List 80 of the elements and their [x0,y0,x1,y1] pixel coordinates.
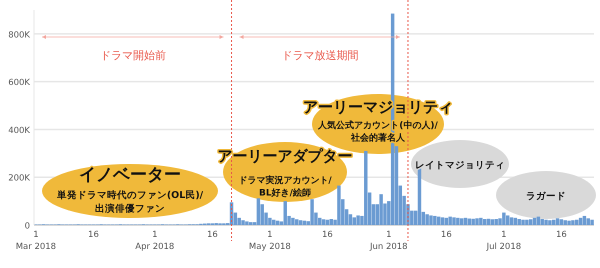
bar [552,220,556,225]
x-tick-label: 1 Jun 2018 [368,230,408,252]
y-tick-label: 400K [8,126,30,136]
bar [571,220,575,225]
bar [586,218,590,225]
bar [291,218,295,225]
bar [521,220,525,225]
y-tick-label: 200K [8,174,30,184]
x-tick-label: 16 [322,230,333,240]
bar [379,194,383,225]
bar [425,214,429,225]
x-tick-label: 16 [556,230,567,240]
bar [456,218,460,225]
bar [326,220,330,225]
bar [582,216,586,225]
bar [276,220,280,225]
bar [578,218,582,225]
bar [590,220,594,225]
bar [356,215,360,225]
bar [444,218,448,225]
bar [506,215,510,225]
bar [272,220,276,225]
bar [532,218,536,225]
bar [322,219,326,225]
y-tick-label: 0 [24,222,30,232]
y-tick-label: 800K [8,30,30,40]
bar [245,221,249,225]
bar [479,218,483,225]
bar [494,219,498,225]
bar [536,216,540,225]
x-tick-label: 1 May 2018 [248,230,291,252]
bar [525,220,529,225]
x-tick-label: 1 Apr 2018 [135,230,174,252]
x-tick-label: 16 [88,230,99,240]
bar [298,220,302,225]
annotation: レイトマジョリティ [415,160,505,171]
bar [468,218,472,225]
bar [310,199,314,225]
bar [352,217,356,225]
bar [241,220,245,225]
bar [364,150,368,225]
bar [482,219,486,225]
annotation: ドラマ開始前 [100,49,166,62]
x-tick-label: 1 Mar 2018 [16,230,56,252]
bar [330,219,333,225]
annotation: イノベーター [79,165,181,185]
bar [548,220,552,225]
bar [564,220,567,225]
bar [256,198,260,225]
y-tick-label: 600K [8,78,30,88]
bar [544,220,548,225]
bar [337,186,341,225]
bar [517,219,521,225]
bar [248,222,252,225]
bar [284,201,287,225]
bar [575,220,578,225]
bar [514,218,518,225]
bar [448,216,452,225]
bar [471,218,475,225]
bar [510,217,514,225]
annotation: ラガード [526,191,566,202]
x-tick-label: 1 Jul 2018 [486,230,522,252]
bar [560,219,564,225]
bar [436,216,440,225]
x-tick-label: 16 [440,230,452,240]
annotation: アーリーアダプター [218,147,352,165]
annotation: 単発ドラマ時代のファン(OL民)/ 出演俳優ファン [56,189,204,214]
bar [460,218,464,225]
bar [295,219,298,225]
bar [556,218,560,225]
bar [433,216,437,225]
bar [567,220,571,225]
annotation: ドラマ実況アカウント/ BL好き/絵師 [238,175,332,199]
annotation: ドラマ放送期間 [281,49,358,62]
bar [540,219,544,225]
bar [528,219,532,225]
x-tick-label: 16 [206,230,218,240]
bar [502,212,506,225]
bar [302,220,306,225]
bar [490,219,494,225]
